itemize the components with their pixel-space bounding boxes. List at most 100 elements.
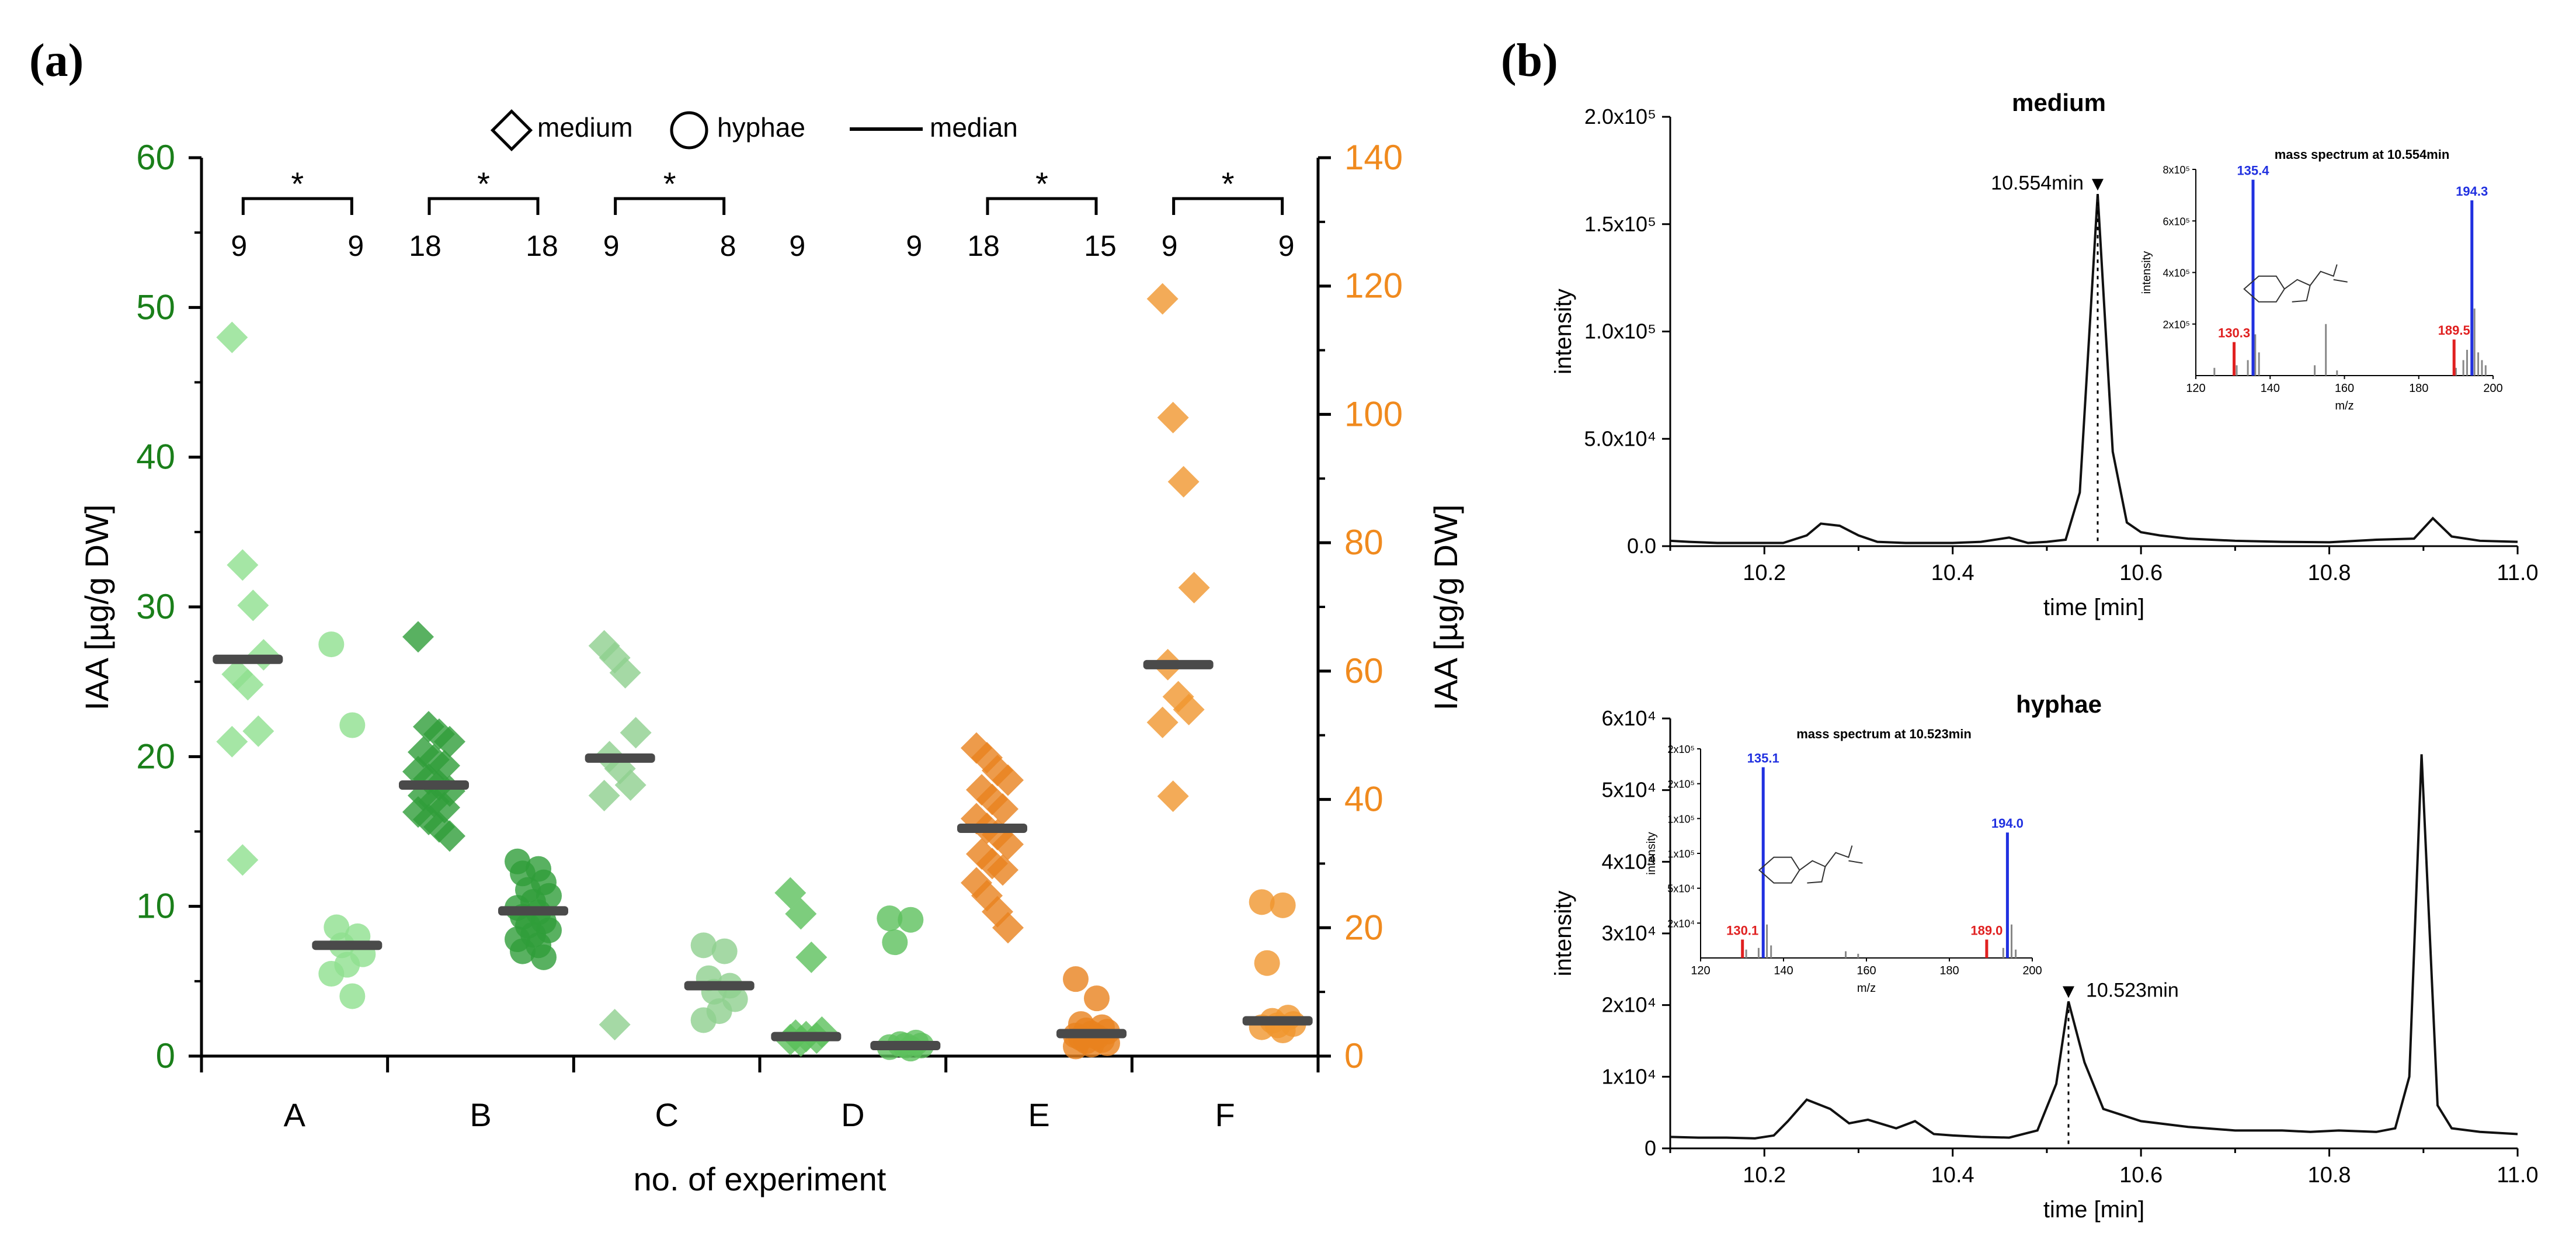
y-tick-label: 5.0x10⁴ [1584, 426, 1656, 450]
inset-peak-label: 135.4 [2237, 164, 2269, 178]
medium-diamond-point [1146, 283, 1179, 315]
x-axis-label: no. of experiment [634, 1161, 887, 1197]
x-tick-label: 10.4 [1931, 561, 1974, 585]
medium-diamond-point [1157, 780, 1189, 813]
legend: medium hyphae median [490, 109, 1018, 152]
medium-diamond-point [614, 769, 646, 801]
inset-x-axis-label: m/z [2335, 400, 2353, 412]
hyphae-circle-point [711, 938, 738, 964]
x-tick-label: 10.8 [2308, 1163, 2351, 1188]
right-y-tick-label: 120 [1344, 266, 1403, 305]
inset-peak-label: 194.3 [2456, 184, 2488, 199]
hyphae-circle-point [1270, 892, 1296, 918]
chromatogram-medium: 0.0 5.0x10⁴ 1.0x10⁵ 1.5x10⁵ 2.0x10⁵ 10.2 10.4 1… [1551, 89, 2539, 620]
y-tick-label: 0 [1645, 1136, 1656, 1160]
right-y-tick-label: 100 [1344, 394, 1403, 433]
y-tick-label: 1.5x10⁵ [1584, 212, 1656, 236]
peak-marker-arrow [2062, 986, 2074, 998]
left-y-axis-label: IAA [µg/g DW] [78, 505, 115, 711]
hyphae-median-bar [498, 906, 568, 916]
panel-a-label: (a) [29, 35, 84, 86]
medium-median-bar [399, 780, 469, 790]
left-y-tick-label: 10 [136, 887, 175, 926]
significance-star: * [1222, 165, 1235, 202]
legend-hyphae-label: hyphae [717, 112, 805, 143]
iaa-structure-chain [1824, 845, 1863, 867]
peak-time-label: 10.554min [1991, 172, 2084, 194]
medium-diamond-point [216, 321, 248, 353]
medium-diamond-point [987, 793, 1018, 825]
medium-diamond-point [237, 589, 269, 622]
inset-y-tick-label: 2x10⁵ [1668, 779, 1695, 790]
x-tick-label: D [841, 1096, 864, 1133]
medium-diamond-point [402, 621, 434, 653]
sample-size-label: 8 [720, 230, 736, 262]
sample-size-label: 9 [1278, 230, 1295, 262]
hyphae-circle-point [1084, 985, 1110, 1012]
y-tick-label: 5x10⁴ [1601, 778, 1656, 802]
inset-peak-label: 130.1 [1726, 923, 1758, 938]
right-y-tick-label: 80 [1344, 523, 1383, 562]
x-tick-label: 10.6 [2119, 561, 2163, 585]
medium-diamond-point [434, 820, 465, 852]
inset-y-axis-label: intensity [2140, 251, 2153, 294]
left-y-tick-label: 60 [136, 138, 175, 177]
peak-time-label: 10.523min [2086, 980, 2179, 1002]
inset-y-tick-label: 6x10⁵ [2163, 216, 2191, 227]
medium-diamond-point [785, 898, 817, 930]
significance-bracket [427, 197, 540, 215]
significance-star: * [1035, 165, 1048, 202]
chromatogram-line [1670, 194, 2518, 544]
hyphae-circle-point [1254, 950, 1280, 976]
x-tick-label: B [470, 1096, 491, 1133]
iaa-structure-chain [2309, 264, 2348, 286]
significance-star: * [477, 165, 490, 202]
chromatogram-line [1670, 754, 2518, 1140]
legend-diamond-marker [490, 109, 533, 152]
medium-diamond-point [216, 725, 248, 758]
medium-diamond-point [242, 715, 274, 747]
medium-diamond-point [588, 779, 620, 811]
y-tick-label: 1x10⁴ [1601, 1064, 1656, 1088]
x-tick-label: 10.8 [2308, 561, 2351, 585]
left-y-tick-label: 0 [156, 1036, 175, 1075]
medium-diamond-point [434, 725, 465, 758]
medium-diamond-point [992, 912, 1024, 944]
iaa-structure-ring [1758, 856, 1826, 884]
hyphae-median-bar [870, 1041, 941, 1051]
mass-spectrum-inset: mass spectrum at 10.523min 120 140 160 180 20… [1645, 727, 2042, 995]
hyphae-circle-point [339, 712, 366, 738]
medium-median-bar [1143, 659, 1214, 669]
inset-peak-label: 130.3 [2218, 326, 2250, 341]
medium-diamond-point [1157, 401, 1189, 433]
medium-diamond-point [1146, 706, 1179, 738]
x-axis-label: time [min] [2043, 595, 2144, 620]
y-tick-label: 2x10⁴ [1601, 993, 1656, 1017]
medium-diamond-point [1178, 572, 1210, 604]
significance-bracket [1172, 197, 1284, 215]
left-y-tick-label: 20 [136, 737, 175, 776]
y-tick-label: 4x10⁴ [1601, 849, 1656, 873]
inset-x-tick-label: 200 [2022, 964, 2042, 977]
hyphae-circle-point [882, 929, 908, 956]
scatter-marks: 9 9 * 18 18 * 9 8 * 9 9 18 15 * 9 9 * [213, 165, 1313, 1062]
sample-size-label: 9 [789, 230, 805, 262]
medium-median-bar [771, 1032, 842, 1041]
inset-x-tick-label: 120 [1691, 964, 1710, 977]
inset-y-tick-label: 8x10⁵ [2163, 164, 2191, 176]
sample-size-label: 9 [906, 230, 922, 262]
inset-y-tick-label: 2x10⁴ [1667, 918, 1695, 929]
medium-median-bar [957, 824, 1027, 834]
sample-size-label: 18 [967, 230, 1000, 262]
inset-peak-label: 135.1 [1747, 751, 1779, 766]
x-axis-label: time [min] [2043, 1197, 2144, 1223]
hyphae-median-bar [312, 940, 383, 950]
chromatogram-hyphae: 0 1x10⁴ 2x10⁴ 3x10⁴ 4x10⁴ 5x10⁴ 6x10⁴ 10.2 10.4 1… [1551, 690, 2539, 1223]
inset-x-tick-label: 180 [2409, 382, 2428, 395]
inset-peak-label: 189.0 [1970, 923, 2003, 938]
inset-y-tick-label: 2x10⁵ [1668, 744, 1695, 755]
inset-x-axis-label: m/z [1857, 982, 1876, 995]
inset-y-tick-label: 4x10⁵ [2163, 268, 2191, 279]
inset-y-tick-label: 1x10⁵ [1668, 813, 1695, 825]
